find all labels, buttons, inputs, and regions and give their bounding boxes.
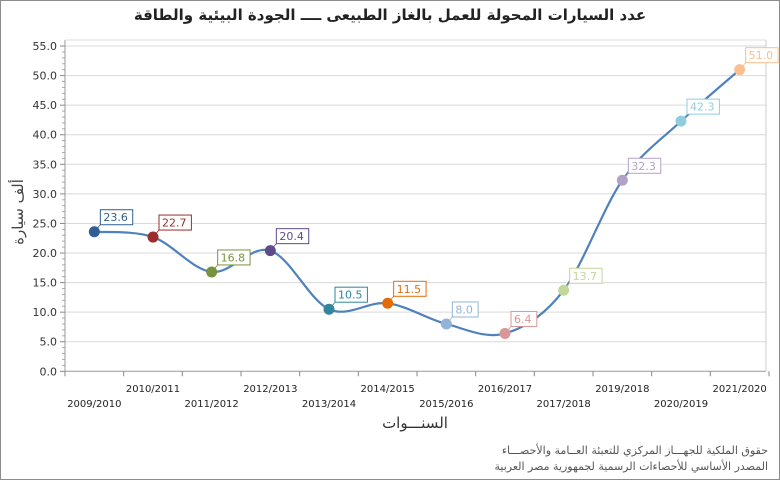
y-tick-label: 55.0 [33, 40, 58, 53]
data-label: 51.0 [749, 49, 774, 62]
data-point [558, 284, 570, 296]
chart-title: عدد السيارات المحولة للعمل بالغاز الطبيع… [133, 6, 647, 24]
data-label: 32.3 [631, 160, 656, 173]
y-tick-label: 5.0 [40, 336, 58, 349]
y-tick-label: 30.0 [33, 188, 58, 201]
copyright-note: حقوق الملكية للجهـــاز المركزي للتعبئة ا… [501, 444, 768, 457]
y-tick-label: 35.0 [33, 158, 58, 171]
data-label: 6.4 [514, 313, 532, 326]
x-tick-label: 2017/2018 [537, 399, 591, 410]
data-label: 42.3 [690, 101, 715, 114]
data-label: 23.6 [103, 211, 128, 224]
data-label-box [627, 157, 662, 174]
data-label: 11.5 [397, 283, 422, 296]
data-point [440, 318, 452, 330]
y-tick-label: 40.0 [33, 129, 58, 142]
data-label-box [334, 286, 368, 303]
data-label: 10.5 [338, 289, 363, 302]
data-label-box [217, 249, 251, 266]
data-point [147, 231, 159, 243]
x-tick-label: 2015/2016 [419, 399, 473, 410]
data-point [382, 297, 394, 309]
x-tick-label: 2021/2020 [713, 384, 767, 395]
x-tick-label: 2011/2012 [185, 399, 239, 410]
y-tick-label: 25.0 [33, 217, 58, 230]
data-label: 16.8 [221, 251, 246, 264]
data-label-box [569, 267, 603, 284]
y-tick-label: 0.0 [40, 365, 58, 378]
y-tick-label: 10.0 [33, 306, 58, 319]
source-note: المصدر الأساسي للأحصاءات الرسمية لجمهوري… [494, 460, 768, 473]
x-tick-label: 2010/2011 [126, 384, 180, 395]
data-label: 22.7 [162, 217, 187, 230]
x-tick-label: 2012/2013 [243, 384, 297, 395]
data-label-box [99, 209, 134, 226]
data-label-box [275, 228, 310, 245]
data-point [88, 226, 100, 238]
x-tick-label: 2020/2019 [654, 399, 708, 410]
y-tick-label: 15.0 [33, 277, 58, 290]
x-axis-label: السنـــوات [382, 414, 448, 432]
data-label-box [451, 301, 479, 318]
x-tick-label: 2016/2017 [478, 384, 532, 395]
data-label: 20.4 [279, 230, 304, 243]
data-label-box [393, 280, 427, 297]
data-point [323, 303, 335, 315]
x-tick-label: 2019/2018 [595, 384, 649, 395]
data-point [675, 115, 687, 127]
y-tick-label: 45.0 [33, 99, 58, 112]
data-point [499, 327, 511, 339]
x-tick-label: 2014/2015 [361, 384, 415, 395]
data-label: 8.0 [455, 303, 473, 316]
data-point [734, 64, 746, 76]
x-tick-label: 2013/2014 [302, 399, 356, 410]
data-point [264, 245, 276, 257]
data-label-box [745, 47, 779, 64]
data-label-box [510, 310, 538, 327]
data-label-box [158, 214, 192, 231]
x-tick-label: 2009/2010 [67, 399, 121, 410]
data-label-box [686, 98, 720, 115]
data-label: 13.7 [573, 270, 598, 283]
data-point [206, 266, 218, 278]
data-point [616, 174, 628, 186]
y-tick-label: 20.0 [33, 247, 58, 260]
y-tick-label: 50.0 [33, 70, 58, 83]
